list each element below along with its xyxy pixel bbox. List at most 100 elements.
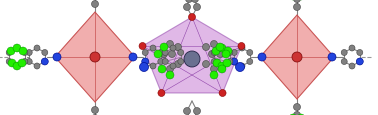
Circle shape xyxy=(183,4,191,11)
Circle shape xyxy=(247,59,253,65)
Circle shape xyxy=(210,71,218,79)
Circle shape xyxy=(297,114,305,115)
Circle shape xyxy=(238,43,245,50)
Circle shape xyxy=(160,44,168,52)
Circle shape xyxy=(34,46,40,52)
Circle shape xyxy=(14,63,20,69)
Circle shape xyxy=(293,4,301,11)
Circle shape xyxy=(217,51,223,58)
Circle shape xyxy=(341,59,347,65)
Circle shape xyxy=(349,46,355,52)
Circle shape xyxy=(357,50,363,56)
Circle shape xyxy=(178,50,184,56)
Circle shape xyxy=(22,50,28,56)
Circle shape xyxy=(18,59,26,67)
Circle shape xyxy=(91,1,99,8)
Circle shape xyxy=(142,59,148,65)
Circle shape xyxy=(170,63,176,69)
Circle shape xyxy=(341,50,347,56)
Polygon shape xyxy=(55,13,135,102)
Circle shape xyxy=(90,53,100,62)
Circle shape xyxy=(222,51,230,59)
Circle shape xyxy=(139,63,149,72)
Circle shape xyxy=(203,61,209,68)
Circle shape xyxy=(192,0,198,3)
Circle shape xyxy=(13,45,21,53)
Circle shape xyxy=(139,43,146,50)
Circle shape xyxy=(209,51,215,58)
Circle shape xyxy=(166,41,174,48)
Circle shape xyxy=(53,54,61,61)
Circle shape xyxy=(158,90,165,97)
Circle shape xyxy=(13,62,21,70)
Circle shape xyxy=(194,108,200,115)
Circle shape xyxy=(231,50,237,56)
Circle shape xyxy=(26,59,32,65)
Circle shape xyxy=(158,65,166,73)
Circle shape xyxy=(129,54,137,61)
Polygon shape xyxy=(260,16,334,99)
Circle shape xyxy=(175,61,181,68)
Circle shape xyxy=(211,41,217,48)
Circle shape xyxy=(42,50,48,56)
Circle shape xyxy=(41,59,48,65)
Circle shape xyxy=(356,59,363,65)
Circle shape xyxy=(42,59,48,65)
Circle shape xyxy=(293,104,301,111)
Circle shape xyxy=(227,50,233,56)
Circle shape xyxy=(235,63,245,72)
Circle shape xyxy=(357,59,363,65)
Circle shape xyxy=(166,66,174,73)
Circle shape xyxy=(175,44,181,51)
Circle shape xyxy=(349,63,355,69)
Circle shape xyxy=(247,50,253,56)
Circle shape xyxy=(203,44,209,51)
Circle shape xyxy=(150,63,156,69)
Circle shape xyxy=(224,48,232,56)
Circle shape xyxy=(218,45,226,53)
Circle shape xyxy=(239,46,245,52)
Circle shape xyxy=(142,59,149,65)
Circle shape xyxy=(293,112,301,115)
Circle shape xyxy=(219,63,225,69)
Circle shape xyxy=(184,52,200,67)
Circle shape xyxy=(231,59,237,65)
Circle shape xyxy=(158,59,164,65)
Circle shape xyxy=(186,0,192,3)
Polygon shape xyxy=(143,18,242,93)
Circle shape xyxy=(297,0,305,1)
Circle shape xyxy=(8,59,16,67)
Circle shape xyxy=(211,50,217,56)
Circle shape xyxy=(289,0,297,1)
Circle shape xyxy=(150,46,156,52)
Circle shape xyxy=(292,53,302,62)
Circle shape xyxy=(213,59,221,67)
Circle shape xyxy=(154,51,162,59)
Circle shape xyxy=(211,59,217,65)
Circle shape xyxy=(14,46,20,52)
Circle shape xyxy=(26,50,32,56)
Circle shape xyxy=(219,90,226,97)
Circle shape xyxy=(218,62,226,70)
Circle shape xyxy=(91,107,99,114)
Circle shape xyxy=(212,48,220,56)
Circle shape xyxy=(289,114,297,115)
Circle shape xyxy=(239,63,245,69)
Circle shape xyxy=(6,59,12,65)
Circle shape xyxy=(178,59,184,65)
Circle shape xyxy=(22,59,28,65)
Circle shape xyxy=(216,44,224,52)
Circle shape xyxy=(223,59,231,67)
Circle shape xyxy=(6,50,12,56)
Circle shape xyxy=(166,71,174,79)
Circle shape xyxy=(293,0,301,3)
Circle shape xyxy=(162,50,168,56)
Circle shape xyxy=(189,14,195,21)
Circle shape xyxy=(211,66,217,73)
Circle shape xyxy=(219,46,225,52)
Circle shape xyxy=(162,59,168,65)
Circle shape xyxy=(19,48,27,56)
Circle shape xyxy=(169,51,175,58)
Circle shape xyxy=(218,65,226,73)
Circle shape xyxy=(7,48,15,56)
